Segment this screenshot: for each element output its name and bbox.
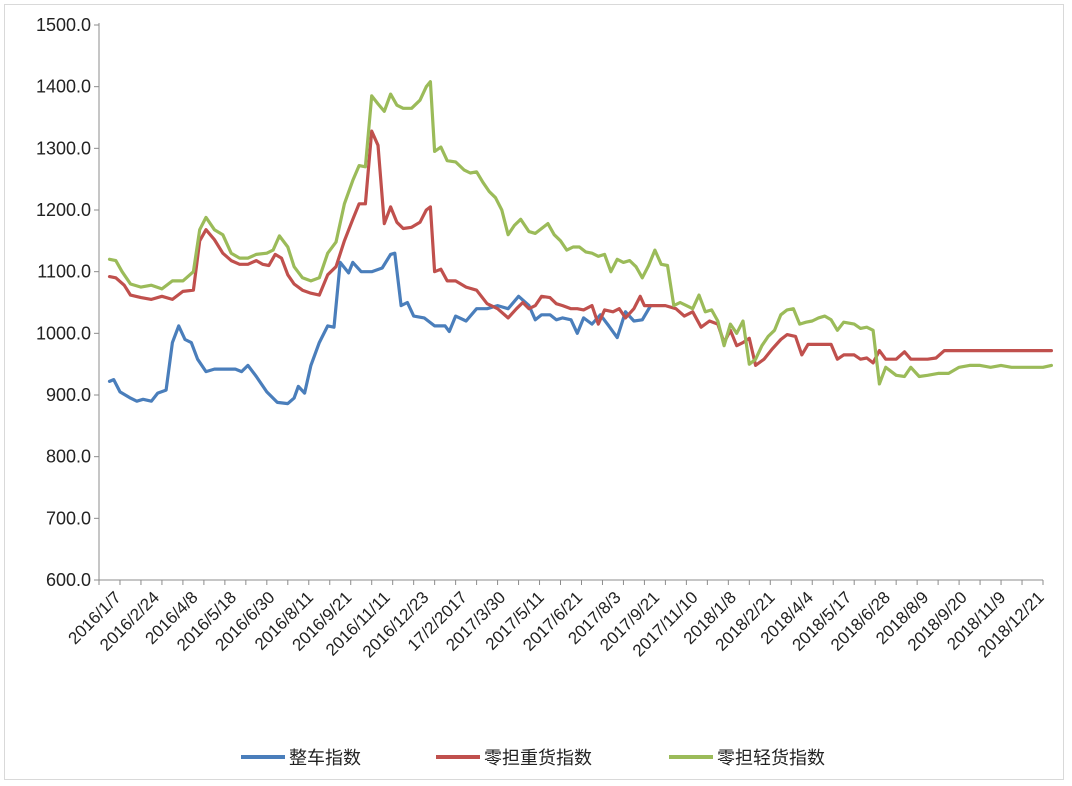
- x-axis-tick-labels: 2016/1/72016/2/242016/4/82016/5/182016/6…: [64, 588, 1047, 662]
- y-tick-label: 1500.0: [36, 15, 91, 35]
- series-line-1: [107, 251, 653, 406]
- legend-label-1: 整车指数: [289, 748, 361, 769]
- chart-legend: 整车指数 零担重货指数 零担轻货指数: [241, 748, 825, 769]
- legend-label-3: 零担轻货指数: [717, 748, 825, 769]
- y-tick-label: 600.0: [46, 570, 91, 590]
- y-tick-label: 1400.0: [36, 77, 91, 97]
- chart-axes: [94, 23, 1044, 585]
- series-line-2: [107, 129, 1053, 367]
- y-tick-label: 1100.0: [37, 262, 91, 282]
- y-axis-tick-labels: 600.0 700.0 800.0 900.0 1000.0 1100.0 1200.0 13…: [36, 15, 91, 590]
- y-tick-label: 700.0: [46, 508, 91, 528]
- chart-series: [107, 80, 1053, 406]
- y-tick-label: 900.0: [46, 385, 91, 405]
- y-tick-label: 1300.0: [36, 138, 91, 158]
- y-tick-label: 1200.0: [36, 200, 91, 220]
- chart-frame: [4, 4, 1064, 780]
- y-tick-label: 1000.0: [36, 323, 91, 343]
- y-tick-label: 800.0: [46, 447, 91, 467]
- legend-label-2: 零担重货指数: [484, 748, 592, 769]
- series-line-3: [107, 80, 1053, 386]
